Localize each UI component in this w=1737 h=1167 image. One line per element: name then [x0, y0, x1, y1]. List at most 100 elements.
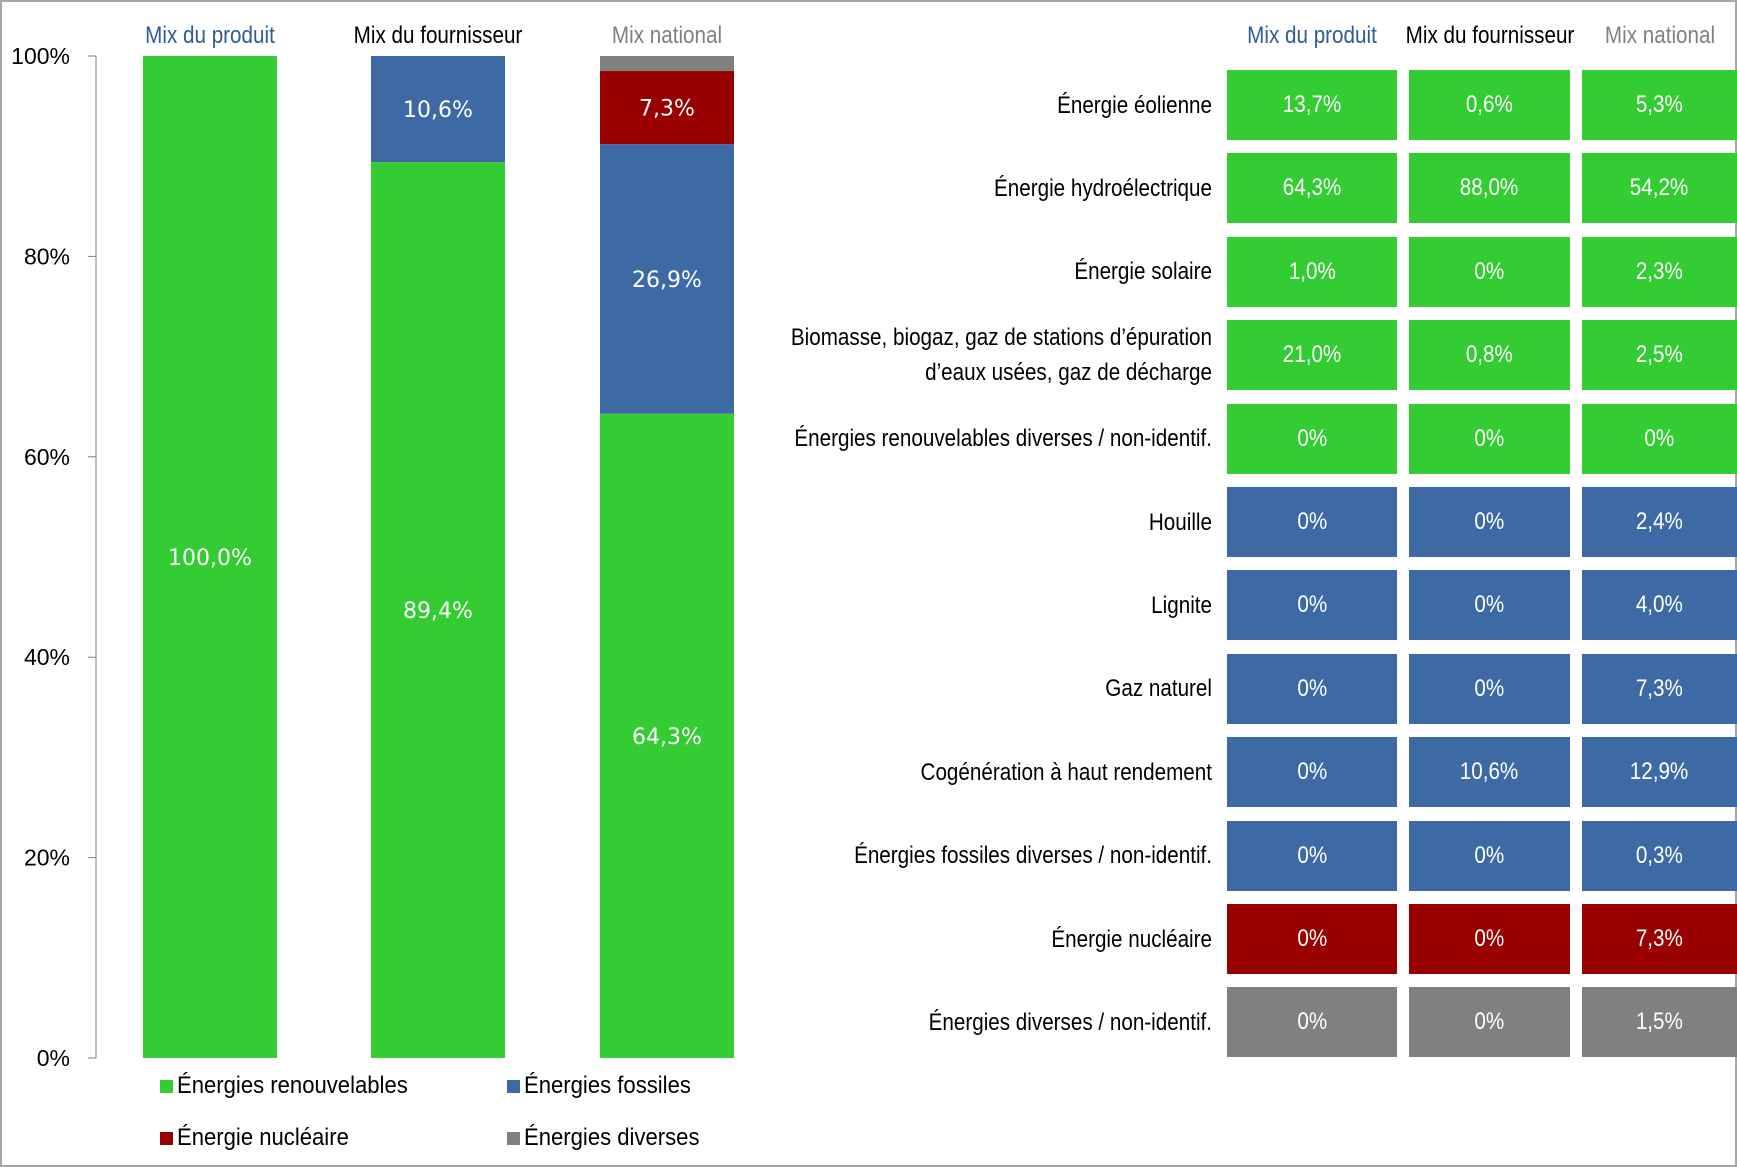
table-cell-value: 12,9% — [1630, 758, 1689, 786]
bar-segment — [371, 56, 505, 163]
table-cell: 0% — [1227, 987, 1397, 1058]
y-tick-label: 60% — [24, 444, 70, 470]
table-cell-value: 0% — [1474, 1008, 1505, 1036]
table-cell: 0,6% — [1409, 70, 1570, 140]
table-row-label: Énergies fossiles diverses / non-identif… — [170, 838, 1212, 873]
table-cell-value: 0% — [1297, 424, 1327, 452]
table-cell: 0% — [1409, 653, 1570, 724]
table-cell: 0% — [1227, 737, 1397, 808]
table-cell: 2,4% — [1582, 487, 1737, 557]
table-row-label-line: Énergie éolienne — [1057, 91, 1212, 119]
bar-segment — [600, 413, 734, 1058]
table-cell: 0% — [1409, 236, 1570, 307]
legend-item: Énergies diverses — [507, 1124, 715, 1152]
table-cell: 54,2% — [1582, 153, 1737, 224]
table-cell-value: 0,6% — [1465, 91, 1514, 118]
table-cell: 7,3% — [1582, 653, 1737, 724]
table-cell: 0% — [1409, 487, 1570, 557]
table-row-label-line: d’eaux usées, gaz de décharge — [925, 359, 1212, 387]
legend-swatch — [160, 1079, 173, 1093]
table-row-label: Énergie hydroélectrique — [170, 171, 1212, 206]
table-row-label-line: Énergies fossiles diverses / non-identif… — [854, 842, 1212, 870]
table-row-label: Lignite — [170, 588, 1212, 623]
table-cell: 0,8% — [1409, 320, 1570, 391]
y-tick-label: 20% — [24, 845, 70, 871]
table-cell: 0% — [1409, 904, 1570, 974]
table-cell-value: 0% — [1644, 424, 1675, 452]
legend-label: Énergie nucléaire — [177, 1124, 349, 1151]
table-cell-value: 0% — [1297, 674, 1327, 702]
table-cell: 0% — [1227, 653, 1397, 724]
table-cell: 0% — [1227, 487, 1397, 557]
y-tick-label: 0% — [37, 1045, 70, 1071]
table-cell-value: 7,3% — [1635, 925, 1684, 952]
table-row-label: Énergies renouvelables diverses / non-id… — [170, 421, 1212, 456]
table-cell-value: 0% — [1297, 841, 1327, 869]
table-row-label: Houille — [170, 505, 1212, 540]
table-cell: 2,3% — [1582, 236, 1737, 307]
table-cell: 0% — [1227, 570, 1397, 641]
table-cell-value: 54,2% — [1630, 174, 1689, 202]
table-row-label: Énergie solaire — [170, 254, 1212, 289]
table-cell-value: 1,5% — [1635, 1008, 1684, 1036]
legend-item: Énergies fossiles — [507, 1072, 705, 1100]
table-cell-value: 0% — [1474, 508, 1505, 535]
bar-data-label: 7,3% — [639, 97, 695, 122]
bar-data-label: 10,6% — [403, 98, 473, 123]
table-row-label: Énergie nucléaire — [170, 922, 1212, 957]
table-cell-value: 0% — [1474, 424, 1505, 452]
table-cell: 88,0% — [1409, 153, 1570, 224]
table-cell-value: 10,6% — [1460, 758, 1519, 786]
table-cell-value: 88,0% — [1460, 174, 1519, 202]
bar-data-label: 100,0% — [168, 546, 252, 571]
table-cell-value: 4,0% — [1635, 591, 1684, 619]
table-row-label: Énergies diverses / non-identif. — [170, 1005, 1212, 1040]
bar-category-header: Mix du fournisseur — [353, 22, 523, 49]
bar-category-header: Mix du produit — [145, 22, 275, 49]
legend-item: Énergie nucléaire — [160, 1124, 364, 1152]
table-row-label-line: Énergies diverses / non-identif. — [928, 1008, 1212, 1036]
table-cell: 64,3% — [1227, 153, 1397, 224]
table-row-label-line: Houille — [1148, 508, 1212, 536]
table-column-header: Mix du produit — [1247, 22, 1377, 49]
legend-label: Énergies renouvelables — [177, 1072, 408, 1099]
table-cell: 1,5% — [1582, 987, 1737, 1058]
table-cell-value: 13,7% — [1282, 91, 1342, 118]
table-cell: 12,9% — [1582, 737, 1737, 808]
bar-segment — [600, 144, 734, 414]
table-cell-value: 64,3% — [1282, 174, 1342, 202]
table-cell-value: 2,4% — [1635, 508, 1684, 535]
bar-data-label: 89,4% — [403, 599, 473, 624]
table-cell-value: 2,3% — [1635, 257, 1684, 285]
table-cell-value: 1,0% — [1288, 257, 1336, 285]
y-tick-label: 100% — [11, 43, 70, 69]
table-row-label-line: Lignite — [1151, 591, 1212, 619]
bar-segment — [371, 162, 505, 1058]
table-cell: 0% — [1227, 904, 1397, 974]
table-cell: 0% — [1409, 820, 1570, 891]
table-cell: 2,5% — [1582, 320, 1737, 391]
table-cell: 0% — [1409, 403, 1570, 474]
table-cell: 0% — [1227, 403, 1397, 474]
bar-category-header: Mix national — [611, 22, 723, 49]
table-cell-value: 0% — [1297, 758, 1327, 786]
legend-item: Énergies renouvelables — [160, 1072, 428, 1100]
y-tick-label: 40% — [24, 644, 70, 670]
table-cell-value: 21,0% — [1282, 341, 1342, 369]
table-cell-value: 0% — [1474, 674, 1505, 702]
table-cell-value: 0% — [1297, 925, 1327, 952]
bar-data-label: 64,3% — [632, 725, 702, 750]
legend-swatch — [507, 1079, 520, 1093]
legend-swatch — [507, 1131, 520, 1145]
table-cell-value: 0% — [1297, 1008, 1327, 1036]
table-cell-value: 0% — [1474, 591, 1505, 619]
table-row-label: Biomasse, biogaz, gaz de stations d’épur… — [170, 320, 1212, 390]
table-column-header: Mix du fournisseur — [1405, 22, 1574, 49]
table-cell: 7,3% — [1582, 904, 1737, 974]
table-cell: 0,3% — [1582, 820, 1737, 891]
table-cell: 0% — [1409, 987, 1570, 1058]
table-cell: 0% — [1582, 403, 1737, 474]
table-cell-value: 0,3% — [1635, 841, 1684, 869]
table-cell: 1,0% — [1227, 236, 1397, 307]
table-cell-value: 0% — [1297, 591, 1327, 619]
